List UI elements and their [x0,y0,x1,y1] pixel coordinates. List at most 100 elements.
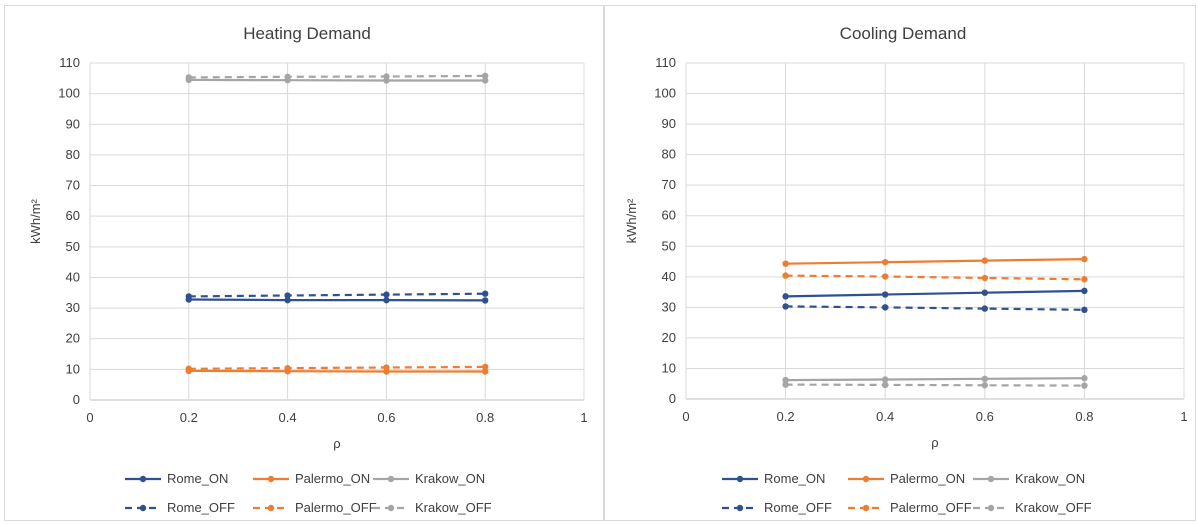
series-line-palermo-on [188,369,486,373]
legend-swatch-marker [862,504,870,512]
y-tick-label: 90 [66,116,80,131]
series-line-rome-on [188,298,486,302]
data-point-krakow-on [1081,375,1088,382]
data-point-palermo-on [981,257,988,264]
y-tick-label: 50 [662,238,676,253]
x-tick-label: 1 [580,410,587,425]
data-point-rome-on [383,296,390,304]
series-line-palermo-off [785,274,1085,281]
x-tick-label: 0.4 [279,410,297,425]
data-point-palermo-on [1081,255,1088,263]
y-tick-label: 100 [58,86,80,101]
y-tick-label: 30 [66,300,80,315]
heating-demand-chart: Heating Demand 0 10 20 30 40 50 60 70 80 90 100 110 0… [4,5,604,521]
legend-label: Rome_ON [764,471,825,486]
data-point-krakow-off [882,381,889,389]
data-point-rome-off [482,290,489,297]
legend-swatch-marker [736,504,744,512]
y-tick-label: 40 [662,269,676,284]
data-point-rome-off [1081,306,1088,314]
data-point-palermo-off [482,363,489,371]
data-point-palermo-on [782,260,789,267]
data-point-krakow-off [284,73,291,80]
y-tick-label: 90 [662,116,676,131]
y-axis-label: kWh/m² [624,198,639,243]
legend-label: Palermo_OFF [890,500,972,515]
x-tick-label: 0.4 [876,409,894,424]
legend-label: Krakow_ON [1015,471,1085,486]
cooling-demand-svg: Cooling Demand01020304050607080901001100… [624,24,1188,515]
y-tick-label: 0 [669,391,676,406]
legend-label: Palermo_OFF [295,500,377,515]
legend-swatch-marker [139,504,147,512]
legend-swatch-marker [987,475,995,483]
data-point-rome-off [981,305,988,312]
x-tick-label: 0.6 [976,409,994,424]
y-tick-label: 60 [662,208,676,223]
y-tick-label: 70 [66,178,80,193]
data-point-rome-off [782,303,789,310]
data-point-krakow-on [482,77,489,84]
data-point-krakow-on [882,376,889,383]
series-line-krakow-on [785,377,1085,382]
legend-label: Rome_OFF [764,500,832,515]
y-axis-label: kWh/m² [28,198,43,243]
y-tick-label: 70 [662,177,676,192]
data-point-palermo-on [882,258,889,266]
chart-title: Heating Demand [243,24,371,43]
data-point-rome-off [185,293,192,300]
y-tick-label: 50 [66,239,80,254]
x-tick-label: 0.8 [1075,409,1093,424]
y-tick-label: 110 [59,55,80,70]
data-point-krakow-off [383,73,390,80]
series-line-rome-off [188,292,486,298]
data-point-rome-on [981,289,988,296]
data-point-palermo-off [383,364,390,371]
data-point-palermo-off [1081,276,1088,283]
data-point-palermo-on [482,368,489,375]
data-point-palermo-off [284,364,291,372]
x-tick-label: 0.6 [377,410,395,425]
series-line-krakow-on [188,78,486,82]
heating-demand-svg: Heating Demand01020304050607080901001100… [28,24,588,515]
y-tick-label: 80 [662,147,676,162]
series-line-palermo-on [785,258,1085,265]
data-point-krakow-off [482,72,489,80]
legend-label: Krakow_OFF [415,500,492,515]
data-point-rome-on [1081,287,1088,295]
x-tick-label: 0.2 [777,409,795,424]
series-line-rome-off [785,305,1085,311]
legend-swatch-marker [267,475,275,483]
y-tick-label: 40 [66,269,80,284]
data-point-krakow-off [185,74,192,81]
data-point-palermo-off [981,274,988,282]
series-line-krakow-off [188,74,486,79]
series-line-krakow-off [785,383,1085,387]
y-tick-label: 0 [73,392,80,407]
y-tick-label: 30 [662,299,676,314]
legend-label: Rome_OFF [167,500,235,515]
legend-swatch-marker [139,475,147,483]
data-point-palermo-off [882,273,889,280]
x-axis-label: ρ [333,436,340,451]
legend-label: Krakow_OFF [1015,500,1092,515]
y-tick-label: 20 [66,331,80,346]
y-tick-label: 110 [655,55,676,70]
chart-title: Cooling Demand [840,24,967,43]
x-tick-label: 0.2 [180,410,198,425]
x-tick-label: 0.8 [476,410,494,425]
legend-swatch-marker [736,475,744,483]
y-tick-label: 10 [66,361,80,376]
x-axis-label: ρ [931,435,938,450]
y-tick-label: 20 [662,330,676,345]
cooling-demand-chart: Cooling Demand 0 10 20 30 40 50 60 70 80 90 100 110 0… [604,5,1196,521]
data-point-krakow-off [1081,382,1088,389]
y-tick-label: 10 [662,360,676,375]
series-line-palermo-off [188,365,486,370]
data-point-rome-on [882,291,889,298]
legend-label: Krakow_ON [415,471,485,486]
x-tick-label: 0 [682,409,689,424]
legend-swatch-marker [387,504,395,512]
x-tick-label: 0 [86,410,93,425]
data-point-rome-off [882,304,889,311]
